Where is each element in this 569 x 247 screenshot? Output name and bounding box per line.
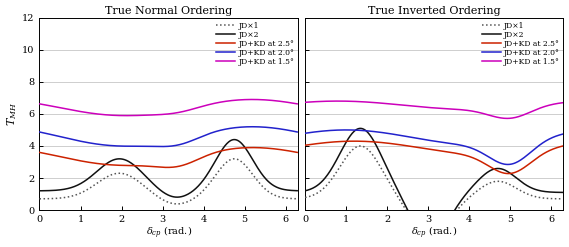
Title: True Normal Ordering: True Normal Ordering — [105, 5, 232, 16]
Legend: JD×1, JD×2, JD+KD at 2.5°, JD+KD at 2.0°, JD+KD at 1.5°: JD×1, JD×2, JD+KD at 2.5°, JD+KD at 2.0°… — [480, 20, 561, 68]
Y-axis label: $T_{MH}$: $T_{MH}$ — [6, 102, 19, 126]
X-axis label: $\delta_{cp}$ (rad.): $\delta_{cp}$ (rad.) — [411, 225, 457, 242]
X-axis label: $\delta_{cp}$ (rad.): $\delta_{cp}$ (rad.) — [146, 225, 192, 242]
Title: True Inverted Ordering: True Inverted Ordering — [368, 5, 501, 16]
Legend: JD×1, JD×2, JD+KD at 2.5°, JD+KD at 2.0°, JD+KD at 1.5°: JD×1, JD×2, JD+KD at 2.5°, JD+KD at 2.0°… — [215, 20, 295, 68]
